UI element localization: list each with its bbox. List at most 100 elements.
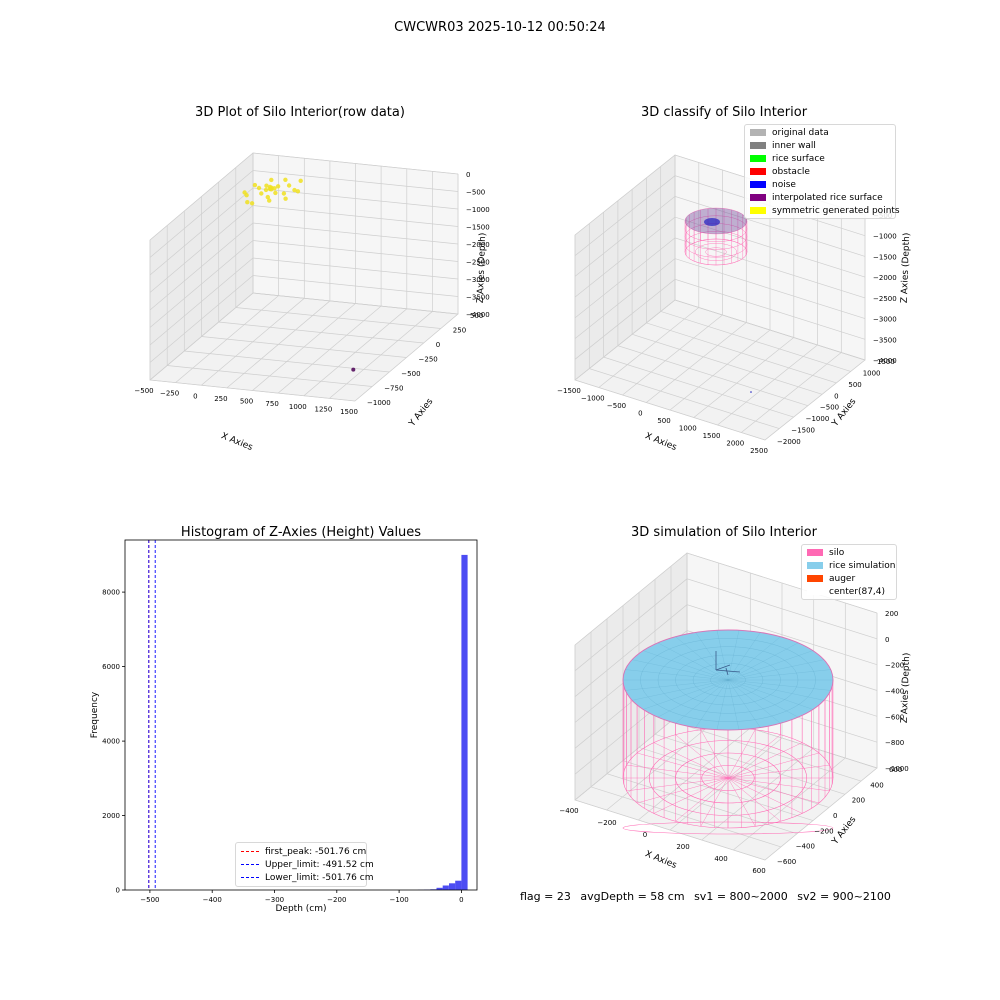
rice-mesh-spoke: [632, 679, 729, 701]
legend-label: inner wall: [772, 140, 816, 151]
rice-mesh-spoke: [716, 679, 729, 730]
rice-mesh-spoke: [727, 636, 781, 681]
x-tick-label: 200: [676, 843, 689, 851]
legend-label: auger: [829, 573, 856, 584]
grid-line-z: [574, 278, 866, 360]
grid-line-z: [149, 292, 459, 381]
scatter-point: [295, 189, 301, 194]
status-flag: flag = 23: [520, 890, 571, 903]
z-tick-label: −1000: [885, 765, 909, 773]
rice-mesh-spoke: [727, 630, 740, 681]
rice-mesh-spoke: [727, 650, 813, 681]
z-tick-label: −2000: [873, 274, 897, 282]
silo-floor-spoke: [727, 764, 830, 779]
histogram-y-axis-label: Frequency: [90, 691, 100, 738]
z-tick-label: 200: [885, 610, 898, 618]
scatter-point: [292, 187, 297, 193]
rice-mesh-spoke: [727, 679, 781, 724]
legend-label: Lower_limit: -501.76 cm: [265, 872, 374, 883]
x-tick-label: −250: [160, 390, 179, 398]
plot-frame: [124, 539, 478, 891]
scatter-point: [351, 367, 356, 372]
grid-line-z: [149, 257, 459, 346]
silo-floor-spoke: [727, 777, 830, 792]
silo-floor-spoke: [626, 764, 729, 779]
z-tick-label: −400: [885, 688, 904, 696]
scatter-point: [252, 182, 258, 188]
y-tick-label: −2000: [777, 438, 801, 446]
z-tick-label: −3000: [873, 316, 897, 324]
raw-tick-labels: −500 −250 0 250 500 750 1000 1250 15005002500−25…: [134, 171, 489, 416]
scatter-point: [245, 200, 250, 205]
rice-mesh-spoke: [643, 650, 729, 681]
legend-item: rice surface: [745, 152, 895, 165]
legend-item: silo: [802, 546, 896, 559]
z-tick-label: −4000: [466, 311, 490, 319]
x-tick-label: 600: [752, 867, 765, 875]
legend-swatch: [750, 194, 766, 201]
raw-z-axis-label: Z Axies (Depth): [476, 233, 488, 304]
x-tick-label: 1000: [289, 403, 307, 411]
rice-mesh-spoke: [657, 679, 729, 718]
raw-3d-axes-box: [149, 152, 459, 402]
classify-z-axis-label: Z Axies (Depth): [900, 233, 912, 304]
legend-swatch: [807, 588, 823, 595]
histogram-title: Histogram of Z-Axies (Height) Values: [181, 525, 421, 540]
legend-item: symmetric generated points: [745, 204, 900, 217]
x-tick-label: 0: [643, 831, 647, 839]
y-tick-label: 500: [470, 312, 483, 320]
y-tick-label: −1500: [791, 427, 815, 435]
y-tick-label: 1500: [877, 358, 895, 366]
raw-panel-title: 3D Plot of Silo Interior(row data): [195, 105, 405, 120]
scatter-point: [249, 201, 255, 206]
legend-item: inner wall: [745, 139, 895, 152]
grid-line-z: [149, 187, 459, 276]
z-tick-label: −1000: [466, 206, 490, 214]
rice-mesh-spoke: [625, 669, 729, 681]
x-tick-label: −200: [327, 896, 346, 904]
y-tick-label: 4000: [102, 738, 120, 746]
y-tick-label: −500: [820, 404, 839, 412]
rice-mesh-spoke: [727, 632, 761, 681]
silo-floor-spoke: [700, 729, 729, 779]
silo-floor-spoke: [727, 777, 803, 814]
rice-mesh-spoke: [727, 679, 799, 718]
rice-mesh-spoke: [675, 679, 729, 724]
scatter-point: [281, 191, 287, 196]
legend-swatch: [750, 155, 766, 162]
status-line: flag = 23 avgDepth = 58 cm sv1 = 800~200…: [520, 890, 897, 903]
scatter-point: [242, 190, 247, 195]
x-tick-label: −200: [597, 819, 616, 827]
classify-y-axis-label: Y Axies: [830, 397, 859, 430]
legend-item: first_peak: -501.76 cm: [236, 845, 366, 858]
grid-line-z: [574, 299, 866, 381]
histogram-bar: [436, 887, 443, 890]
legend-label: Upper_limit: -491.52 cm: [265, 859, 374, 870]
y-tick-label: −200: [814, 827, 833, 835]
rice-mesh-spoke: [727, 642, 799, 681]
legend-label: original data: [772, 127, 829, 138]
status-sv2: sv2 = 900~2100: [797, 890, 891, 903]
grid-line-z: [574, 604, 878, 697]
legend-swatch: [241, 864, 259, 865]
scatter-point: [267, 184, 273, 190]
scatter-point: [259, 191, 264, 196]
legend-item: noise: [745, 178, 895, 191]
x-tick-label: 1500: [340, 408, 358, 416]
noise-cluster: [704, 218, 720, 226]
z-tick-label: −4000: [873, 357, 897, 365]
rice-mesh-spoke: [625, 679, 729, 691]
simulation-silo-wireframe: [622, 629, 834, 835]
y-tick-label: −500: [401, 370, 420, 378]
y-tick-label: −400: [796, 843, 815, 851]
y-tick-label: 200: [852, 797, 865, 805]
z-tick-label: −600: [885, 713, 904, 721]
legend-swatch: [241, 877, 259, 878]
histogram-bar: [461, 554, 468, 890]
scatter-point: [273, 190, 278, 196]
silo-floor-spoke: [653, 777, 729, 814]
cylinder-ring: [684, 231, 748, 258]
rice-mesh-spoke: [657, 642, 729, 681]
histogram-x-axis-label: Depth (cm): [275, 904, 326, 914]
y-tick-label: 8000: [102, 589, 120, 597]
